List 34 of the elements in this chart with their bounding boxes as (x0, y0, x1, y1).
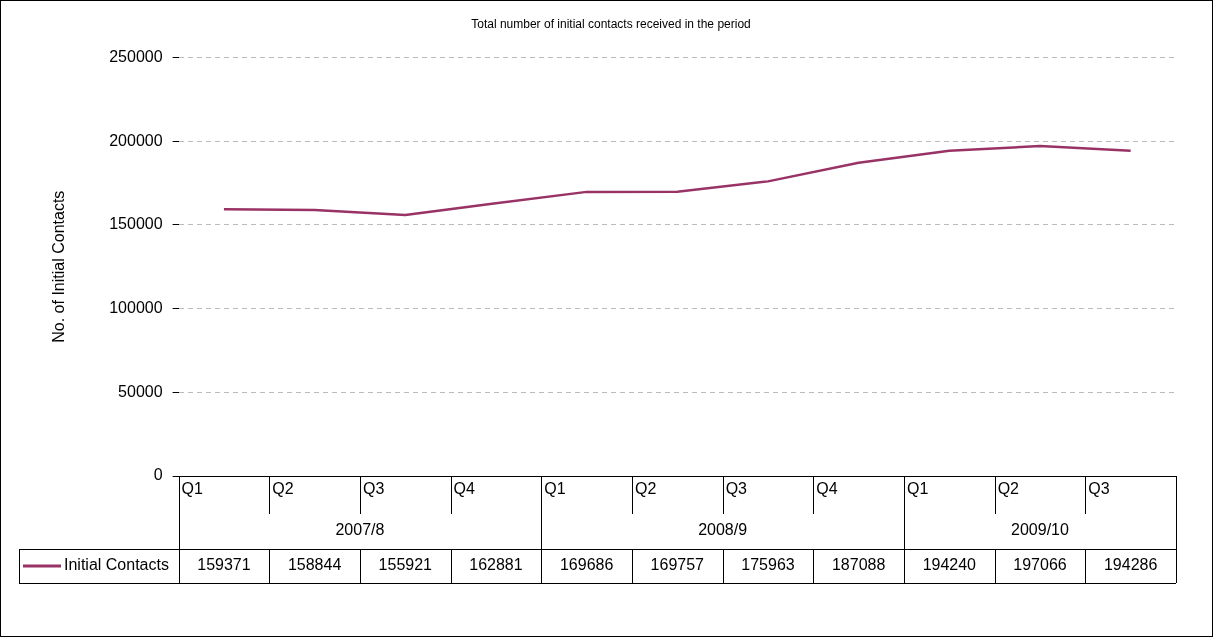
y-tick-label: 150000 (109, 215, 163, 233)
y-tick-label: 0 (153, 466, 163, 484)
y-axis-title: No. of Initial Contacts (50, 190, 68, 343)
y-tick-label: 250000 (109, 47, 163, 65)
x-tick-label: Q2 (634, 480, 657, 498)
y-tick-label: 50000 (118, 382, 163, 400)
x-tick-label: Q1 (181, 480, 204, 498)
text: 2007/8 (335, 521, 385, 539)
x-tick-label: Q1 (906, 480, 929, 498)
y-tick-label: 200000 (109, 131, 163, 149)
data-label: 169757 (650, 556, 705, 574)
x-tick-label: Q2 (272, 480, 294, 498)
data-label: 155921 (378, 556, 433, 574)
legend-label: Initial Contacts (64, 556, 169, 574)
data-label: 194240 (922, 556, 977, 574)
chart-title: Total number of initial contacts received in the period (471, 16, 751, 31)
data-label: 158844 (287, 556, 342, 574)
x-tick-label: Q4 (816, 480, 838, 498)
data-label: 162881 (469, 556, 523, 574)
y-tick-label: 100000 (109, 298, 163, 316)
x-tick-label: Q3 (362, 480, 385, 498)
x-tick-label: Q4 (453, 480, 476, 498)
data-label: 197066 (1013, 556, 1067, 574)
text: 2009/10 (1011, 521, 1070, 539)
x-tick-label: Q3 (1088, 480, 1110, 498)
x-tick-label: Q1 (544, 480, 566, 498)
text: 2008/9 (698, 521, 748, 539)
data-label: 169686 (559, 556, 614, 574)
x-tick-label: Q3 (725, 480, 748, 498)
data-label: 159371 (197, 556, 251, 574)
x-tick-label: Q2 (997, 480, 1020, 498)
data-label: 187088 (831, 556, 886, 574)
data-label: 175963 (741, 556, 795, 574)
data-label: 194286 (1103, 556, 1158, 574)
